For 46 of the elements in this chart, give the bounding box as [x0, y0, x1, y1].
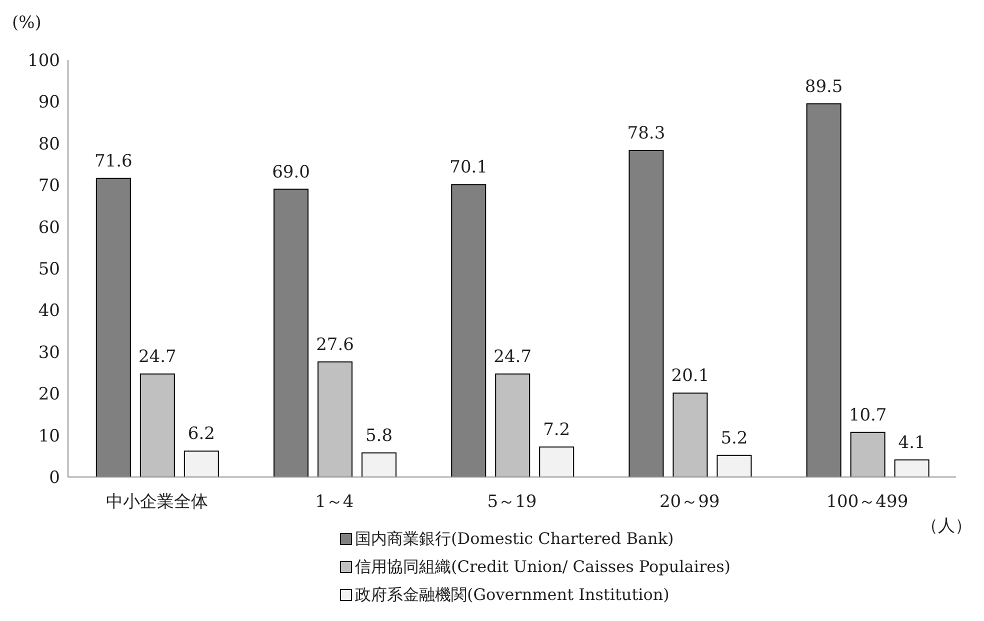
bar: [318, 361, 353, 477]
x-tick-label: 100～499: [826, 492, 908, 512]
x-tick-label: 20～99: [659, 492, 720, 512]
legend-label: 国内商業銀行(Domestic Chartered Bank): [355, 528, 674, 550]
data-label: 4.1: [898, 432, 926, 453]
data-label: 89.5: [804, 76, 843, 97]
x-axis-title: （人）: [921, 516, 972, 536]
x-tick-label: 5～19: [487, 492, 537, 512]
y-tick-label: 10: [38, 426, 60, 446]
data-label: 24.7: [138, 347, 176, 367]
bar: [672, 392, 708, 477]
y-tick-label: 50: [38, 260, 60, 280]
data-label: 6.2: [188, 424, 215, 444]
bar: [716, 454, 752, 477]
legend-label: 政府系金融機関(Government Institution): [355, 584, 670, 606]
y-tick-label: 80: [38, 134, 60, 154]
y-axis-title: (%): [12, 13, 42, 33]
bar: [362, 452, 397, 477]
bar: [850, 432, 886, 477]
data-label: 69.0: [272, 162, 310, 182]
data-label: 71.6: [94, 151, 132, 172]
data-label: 7.2: [543, 420, 570, 440]
y-tick-label: 90: [38, 92, 60, 113]
bar: [894, 459, 930, 477]
bar: [184, 450, 219, 477]
data-label: 5.2: [720, 428, 748, 448]
data-label: 24.7: [494, 347, 532, 367]
data-label: 5.8: [365, 426, 393, 446]
y-tick-label: 0: [49, 468, 60, 488]
data-label: 70.1: [450, 158, 488, 178]
y-tick-label: 40: [38, 301, 60, 322]
data-label: 78.3: [627, 123, 666, 144]
y-tick-label: 70: [38, 176, 60, 196]
bar: [539, 446, 574, 477]
bar: [140, 374, 175, 477]
legend-label: 信用協同組織(Credit Union/ Caisses Populaires): [355, 556, 731, 578]
data-label: 20.1: [671, 366, 710, 386]
y-tick-label: 100: [28, 51, 60, 72]
x-tick-label: 1～4: [315, 492, 354, 512]
data-label: 27.6: [316, 334, 354, 355]
y-tick-label: 30: [38, 342, 60, 363]
y-tick-label: 60: [38, 218, 60, 238]
data-label: 10.7: [848, 405, 887, 426]
x-tick-label: 中小企業全体: [106, 492, 208, 512]
y-tick-label: 20: [38, 384, 60, 405]
bar: [495, 374, 530, 477]
